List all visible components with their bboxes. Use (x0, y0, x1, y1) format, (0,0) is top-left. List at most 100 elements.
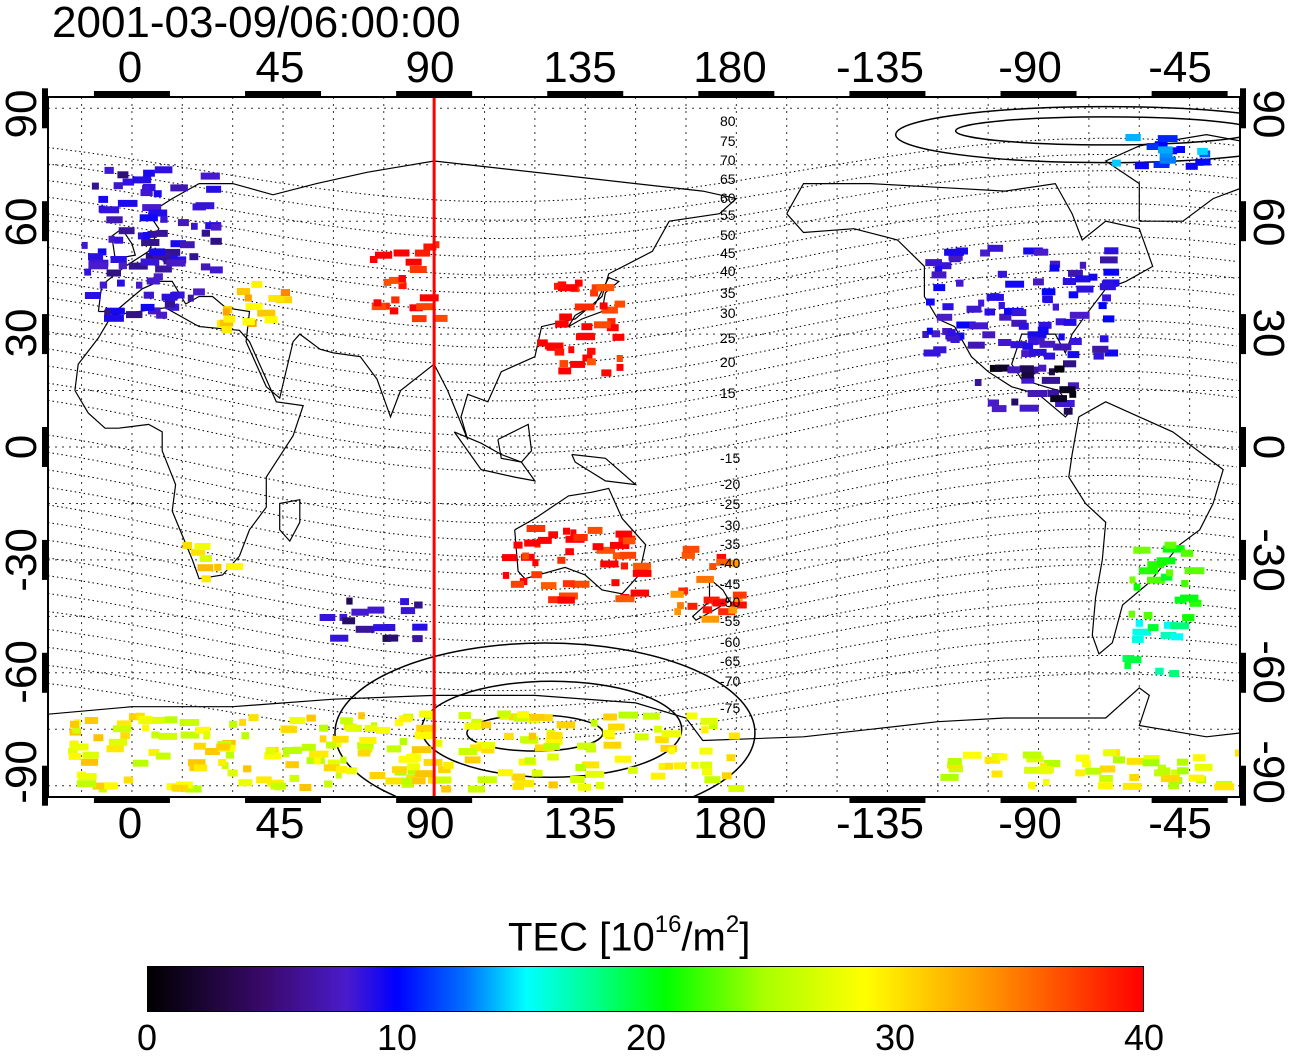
tec-cell (1147, 561, 1165, 569)
left-lat-tick: -60 (0, 640, 46, 704)
tec-cell (612, 333, 625, 341)
tec-cell (616, 355, 623, 362)
tec-cell (708, 722, 718, 729)
tec-cell (716, 553, 727, 561)
tec-cell (541, 582, 557, 590)
tec-cell (956, 279, 964, 287)
tec-cell (1133, 583, 1141, 591)
contour-label: -25 (720, 496, 740, 512)
tec-cell (547, 753, 559, 761)
tec-cell (416, 724, 434, 732)
tec-cell (414, 601, 423, 609)
tec-cell (1021, 350, 1036, 358)
tec-cell (342, 617, 356, 625)
tec-cell (1075, 275, 1091, 283)
tec-cell (193, 288, 205, 296)
tec-cell (1124, 661, 1131, 669)
tec-cell (502, 554, 517, 562)
tec-cell (1104, 349, 1119, 357)
tec-cell (1033, 278, 1044, 286)
tec-cell (82, 751, 99, 759)
tec-cell (1162, 545, 1181, 553)
tec-cell (1021, 376, 1035, 384)
tec-cell (956, 321, 976, 329)
tec-cell (548, 781, 558, 789)
tec-cell (990, 293, 1000, 301)
tec-cell (1082, 760, 1091, 768)
tec-cell (581, 323, 593, 331)
tec-cell (141, 239, 160, 246)
tec-cell (1129, 774, 1140, 781)
right-lat-tick: -30 (1244, 528, 1292, 592)
tec-cell (359, 745, 373, 753)
tec-cell (345, 724, 362, 732)
tec-cell (166, 259, 186, 267)
frame-tick-top (698, 91, 775, 97)
tec-cell (980, 249, 990, 257)
tec-cell (414, 731, 433, 739)
magnetic-contour (48, 510, 1237, 592)
contour-label: -20 (720, 476, 740, 492)
tec-cell (573, 534, 588, 541)
tec-cell (104, 314, 124, 322)
tec-cell (355, 625, 375, 633)
tec-cell (128, 262, 148, 270)
tec-cell (1098, 302, 1107, 310)
tec-cell (1184, 567, 1205, 575)
frame-tick-left (42, 427, 48, 467)
tec-cell (373, 624, 390, 632)
tec-cell (326, 741, 337, 749)
tec-cell (1126, 656, 1142, 664)
tec-cell (257, 309, 276, 317)
tec-cell (923, 349, 941, 357)
tec-cell (933, 284, 946, 292)
tec-cell (532, 559, 539, 567)
tec-cell (1097, 782, 1114, 790)
tec-cell (582, 354, 593, 362)
tec-cell (601, 306, 618, 314)
tec-cell (412, 623, 428, 631)
tec-cell (364, 724, 378, 732)
tec-cell (948, 253, 963, 261)
tec-cell (369, 772, 386, 779)
tec-cell (170, 184, 188, 192)
frame-tick-right (1240, 765, 1246, 806)
tec-cell (537, 339, 548, 347)
tec-cell (529, 713, 545, 721)
contour-label: -75 (720, 700, 740, 716)
contour-label: 25 (720, 330, 736, 346)
tec-cell (123, 776, 134, 784)
tec-cell (219, 319, 234, 327)
tec-cell (1063, 407, 1073, 415)
tec-cell (358, 712, 365, 720)
contour-label: 75 (720, 133, 736, 149)
top-lon-tick: 135 (543, 43, 617, 92)
tec-cell (1019, 365, 1034, 373)
tec-cell (574, 303, 595, 311)
tec-cell (702, 606, 713, 614)
tec-cell (590, 719, 598, 727)
tec-cell (416, 303, 434, 311)
tec-cell (611, 579, 620, 587)
tec-cell (1132, 628, 1152, 636)
tec-cell (658, 763, 666, 770)
tec-cell (1138, 567, 1158, 575)
tec-cell (476, 741, 496, 749)
tec-cell (180, 731, 200, 739)
tec-cell (161, 293, 178, 301)
coastline (571, 453, 638, 486)
tec-cell (146, 277, 160, 285)
tec-cell (1022, 751, 1042, 759)
tec-cell (373, 299, 382, 307)
bottom-lon-tick: 90 (405, 799, 455, 848)
magnetic-contour (48, 186, 1237, 258)
tec-cell (351, 608, 369, 616)
frame-tick-top (547, 91, 624, 97)
frame-tick-right (1240, 427, 1246, 467)
frame-tick-bottom (849, 797, 926, 803)
tec-cell (1027, 390, 1048, 397)
tec-cell (577, 783, 592, 791)
tec-cell (160, 215, 168, 223)
tec-cell (154, 166, 173, 174)
tec-cell (606, 324, 619, 332)
